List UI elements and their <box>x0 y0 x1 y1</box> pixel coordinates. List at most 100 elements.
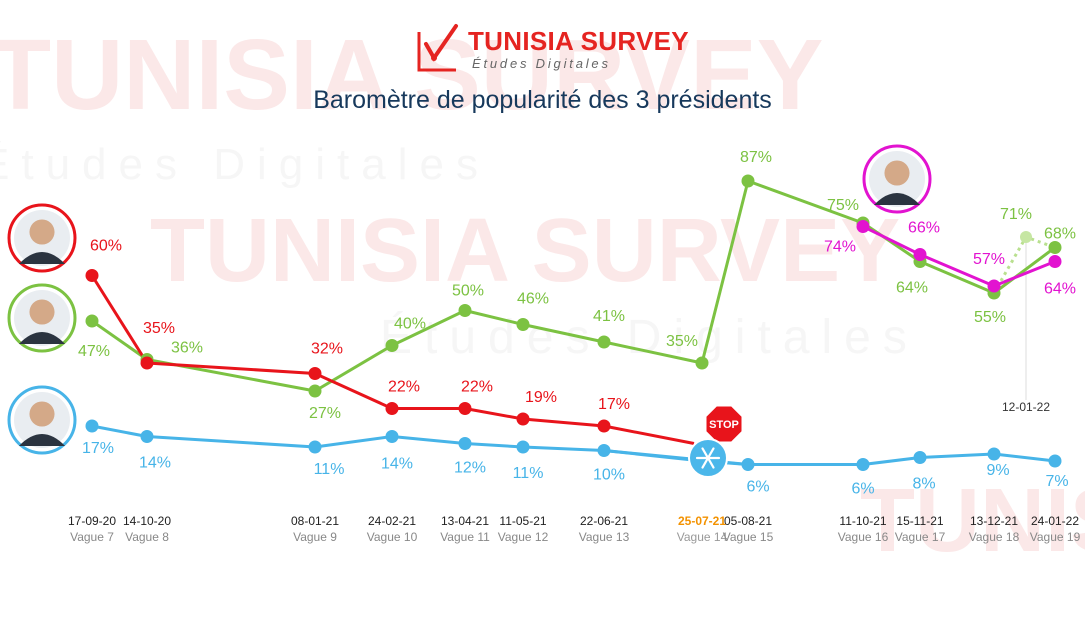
series-point-blue <box>856 458 870 471</box>
x-tick-wave: Vague 18 <box>969 530 1020 544</box>
x-tick-date: 24-01-22 <box>1031 514 1079 528</box>
data-label-blue: 6% <box>851 481 874 498</box>
data-label-red: 17% <box>598 396 630 413</box>
data-label-green: 41% <box>593 308 625 325</box>
x-tick-date: 13-04-21 <box>441 514 489 528</box>
x-tick-date: 05-08-21 <box>724 514 772 528</box>
series-point-blue <box>741 458 755 471</box>
series-point-blue <box>597 444 611 457</box>
data-label-blue: 11% <box>513 465 544 482</box>
x-tick-date: 08-01-21 <box>291 514 339 528</box>
x-tick-date: 13-12-21 <box>970 514 1018 528</box>
series-line-blue <box>91 424 1056 466</box>
x-tick-wave: Vague 10 <box>367 530 418 544</box>
stop-sign-label: STOP <box>709 419 739 431</box>
president-portrait-icon-face <box>29 299 55 325</box>
data-label-green-extra: 71% <box>1000 206 1032 223</box>
data-label-blue: 12% <box>454 460 486 477</box>
president-portrait-icon-face <box>29 219 55 245</box>
president-portrait-icon-body <box>18 434 66 446</box>
data-label-red: 22% <box>461 379 493 396</box>
series-point-red <box>308 367 322 380</box>
series-point-blue <box>85 419 99 433</box>
president-portrait-icon-body <box>18 332 66 344</box>
data-label-pink: 57% <box>973 251 1005 268</box>
series-point-red <box>385 402 399 415</box>
data-label-green: 47% <box>78 343 110 360</box>
series-point-red <box>516 412 530 426</box>
data-label-green: 75% <box>827 197 859 214</box>
series-point-red <box>85 269 99 282</box>
snowflake-arm <box>701 447 715 469</box>
x-tick-wave: Vague 11 <box>440 530 490 544</box>
date-marker-label: 12-01-22 <box>1002 400 1050 414</box>
data-label-pink: 74% <box>824 239 856 256</box>
series-point-green <box>85 314 99 328</box>
x-tick-wave: Vague 17 <box>895 530 946 544</box>
data-label-blue: 11% <box>314 461 345 478</box>
stop-sign-icon <box>704 404 744 444</box>
series-point-pink <box>913 248 927 261</box>
data-label-red: 32% <box>311 341 343 358</box>
data-label-green: 36% <box>171 340 203 357</box>
data-label-blue: 17% <box>82 440 114 457</box>
series-point-pink <box>1048 255 1062 268</box>
data-label-pink: 64% <box>1044 281 1076 298</box>
series-point-blue <box>913 451 927 464</box>
data-label-red: 22% <box>388 379 420 396</box>
data-label-red: 35% <box>143 320 175 337</box>
x-tick-date: 25-07-21 <box>678 514 726 528</box>
series-point-green <box>516 318 530 331</box>
president-portrait-icon-face <box>884 160 910 186</box>
series-point-pink <box>856 220 870 233</box>
data-label-green: 55% <box>974 309 1006 326</box>
series-point-pink <box>987 279 1001 293</box>
x-tick-wave: Vague 14 <box>677 530 728 544</box>
x-tick-date: 22-06-21 <box>580 514 628 528</box>
x-tick-wave: Vague 19 <box>1030 530 1081 544</box>
data-label-green: 68% <box>1044 226 1076 243</box>
series-point-blue <box>1048 454 1062 468</box>
x-tick-wave: Vague 12 <box>498 530 549 544</box>
series-line-pink <box>862 225 1056 288</box>
data-label-green: 35% <box>666 333 698 350</box>
series-point-blue <box>987 447 1001 461</box>
x-tick-date: 11-05-21 <box>499 514 546 528</box>
data-label-blue: 8% <box>912 476 935 493</box>
series-line-red-end <box>603 424 695 445</box>
data-label-green: 64% <box>896 280 928 297</box>
x-tick-wave: Vague 15 <box>723 530 774 544</box>
data-label-red: 60% <box>90 238 122 255</box>
series-point-green <box>597 335 611 349</box>
series-point-red <box>597 419 611 433</box>
data-label-green: 50% <box>452 283 484 300</box>
president-portrait-icon-body <box>873 193 921 205</box>
president-portrait-icon-body <box>18 252 66 264</box>
data-label-blue: 7% <box>1045 473 1068 490</box>
data-label-blue: 10% <box>593 467 625 484</box>
x-tick-date: 11-10-21 <box>839 514 886 528</box>
series-point-green <box>695 356 709 370</box>
series-point-green-extra <box>1020 231 1032 243</box>
series-point-blue <box>308 440 322 454</box>
series-point-green <box>308 384 322 398</box>
tunisia-survey-logo-icon <box>417 24 458 72</box>
x-tick-date: 17-09-20 <box>68 514 116 528</box>
data-label-red: 19% <box>525 389 557 406</box>
watermark-sub: Études Digitales <box>380 311 919 364</box>
series-point-red <box>140 356 154 370</box>
series-point-green <box>1048 241 1062 254</box>
data-label-green: 87% <box>740 149 772 166</box>
data-label-blue: 14% <box>139 455 171 472</box>
x-tick-date: 15-11-21 <box>896 514 943 528</box>
watermark-mid: TUNISIA SURVEY <box>150 201 901 301</box>
data-label-pink: 66% <box>908 220 940 237</box>
watermark-sub-top: Études Digitales <box>0 140 490 189</box>
x-tick-wave: Vague 8 <box>125 530 169 544</box>
series-point-blue <box>516 440 530 454</box>
data-label-blue: 14% <box>381 456 413 473</box>
chart-title: Baromètre de popularité des 3 présidents <box>313 86 772 114</box>
data-label-green: 40% <box>394 316 426 333</box>
series-point-blue <box>385 430 399 443</box>
series-point-green <box>458 304 472 317</box>
